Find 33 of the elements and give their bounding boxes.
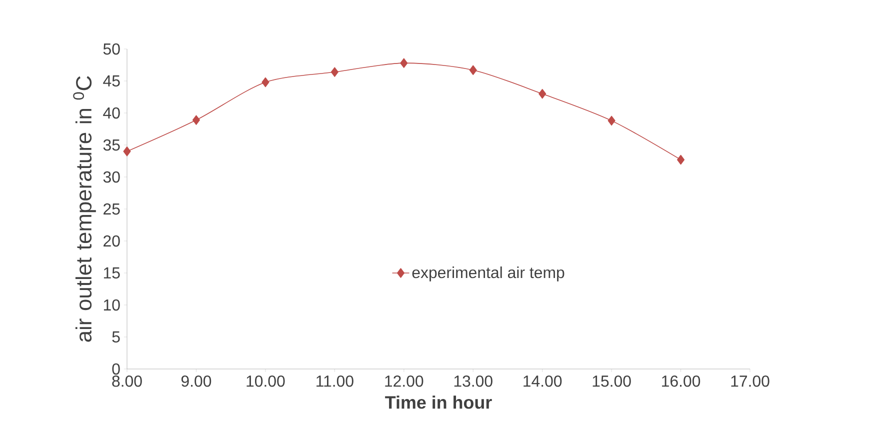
point	[192, 115, 200, 125]
x-tick-label: 9.00	[181, 376, 212, 387]
x-tick-label: 16.00	[662, 376, 700, 387]
y-tick-label: 5	[112, 331, 120, 343]
legend-label: experimental air temp	[412, 266, 564, 282]
point	[262, 77, 270, 88]
x-tick-label: 8.00	[112, 376, 142, 387]
y-tick-label: 20	[104, 235, 120, 247]
y-tick-label: 50	[103, 43, 120, 55]
y-tick-label: 45	[103, 75, 120, 87]
y-tick-label: 0	[112, 363, 120, 375]
point	[123, 146, 131, 156]
point	[608, 116, 616, 126]
point	[677, 154, 685, 165]
x-tick-label: 15.00	[592, 376, 631, 387]
y-tick-label: 15	[104, 267, 120, 279]
x-tick-label: 13.00	[454, 376, 492, 387]
x-axis-title: Time in hour	[385, 396, 492, 409]
y-tick-label: 10	[104, 299, 120, 311]
y-tick-label: 35	[103, 139, 120, 151]
x-tick-label: 17.00	[731, 376, 770, 387]
point	[330, 67, 338, 77]
y-axis-title: air outlet temperature in $^{0}$C	[73, 76, 96, 342]
x-tick-label: 14.00	[524, 376, 562, 387]
y-tick-label: 25	[104, 203, 120, 215]
y-tick-label: 40	[103, 107, 120, 119]
point	[538, 88, 546, 99]
point	[469, 65, 477, 75]
x-tick-label: 10.00	[246, 376, 285, 387]
x-tick-label: 11.00	[316, 376, 354, 387]
x-tick-label: 12.00	[385, 376, 424, 387]
point	[400, 58, 408, 68]
y-tick-label: 30	[103, 171, 120, 183]
